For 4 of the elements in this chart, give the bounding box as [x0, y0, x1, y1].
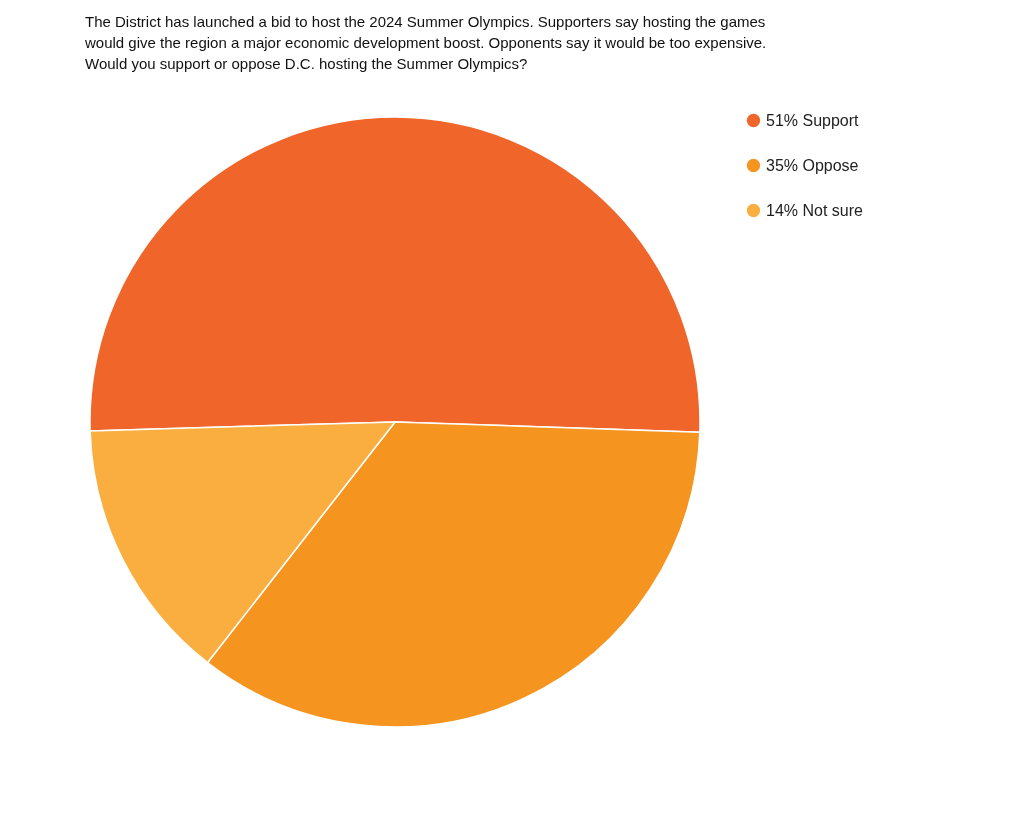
legend-label: 35% Oppose [766, 156, 859, 174]
legend-label: 51% Support [766, 111, 860, 129]
legend-label: 14% Not sure [766, 201, 864, 219]
chart-title: The District has launched a bid to host the 2024 Summer Olympics. Supporters say hosting the games would give the region a major economic development boost. Opponents say it would be too expensive. Would you support or oppose D.C. hosting the Summer Olympics? [84, 13, 767, 72]
